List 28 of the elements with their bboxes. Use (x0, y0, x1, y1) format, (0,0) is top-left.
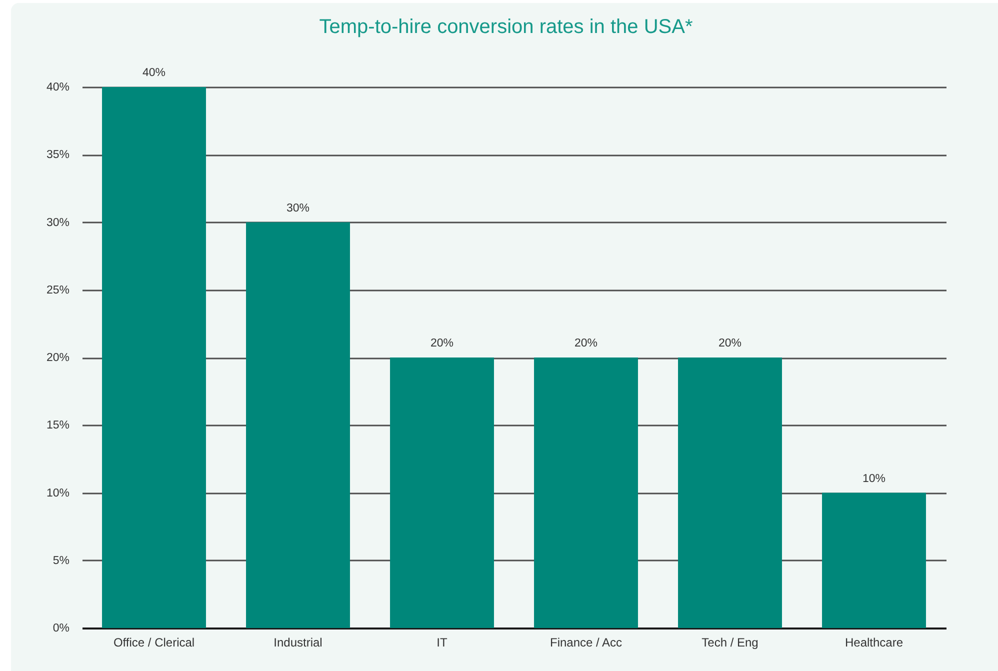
y-tick-label: 0% (52, 622, 70, 634)
data-label: 30% (286, 202, 310, 214)
y-tick-label: 25% (46, 284, 70, 296)
y-tick-label: 35% (46, 149, 70, 162)
x-tick-label: Industrial (274, 636, 322, 650)
y-tick-label: 10% (46, 487, 70, 500)
data-label: 40% (142, 67, 166, 79)
bar (534, 358, 638, 628)
bar (822, 492, 926, 628)
y-tick-label: 5% (52, 554, 70, 567)
bar (102, 87, 206, 628)
data-label: 20% (430, 338, 454, 350)
bar (246, 222, 350, 628)
y-tick-label: 40% (46, 82, 70, 94)
bar (390, 358, 494, 628)
y-tick-label: 20% (46, 352, 70, 364)
bar (678, 358, 782, 628)
y-tick-label: 30% (46, 216, 70, 229)
data-label: 10% (862, 472, 886, 485)
x-tick-label: Tech / Eng (702, 636, 758, 650)
x-tick-label: Healthcare (844, 636, 904, 650)
x-tick-label: IT (436, 636, 448, 650)
x-tick-label: Finance / Acc (550, 636, 622, 650)
data-label: 20% (574, 338, 598, 350)
x-tick-label: Office / Clerical (113, 636, 195, 650)
y-tick-label: 15% (46, 420, 70, 432)
data-label: 20% (718, 338, 742, 350)
chart-title: Temp-to-hire conversion rates in the USA* (319, 16, 693, 38)
